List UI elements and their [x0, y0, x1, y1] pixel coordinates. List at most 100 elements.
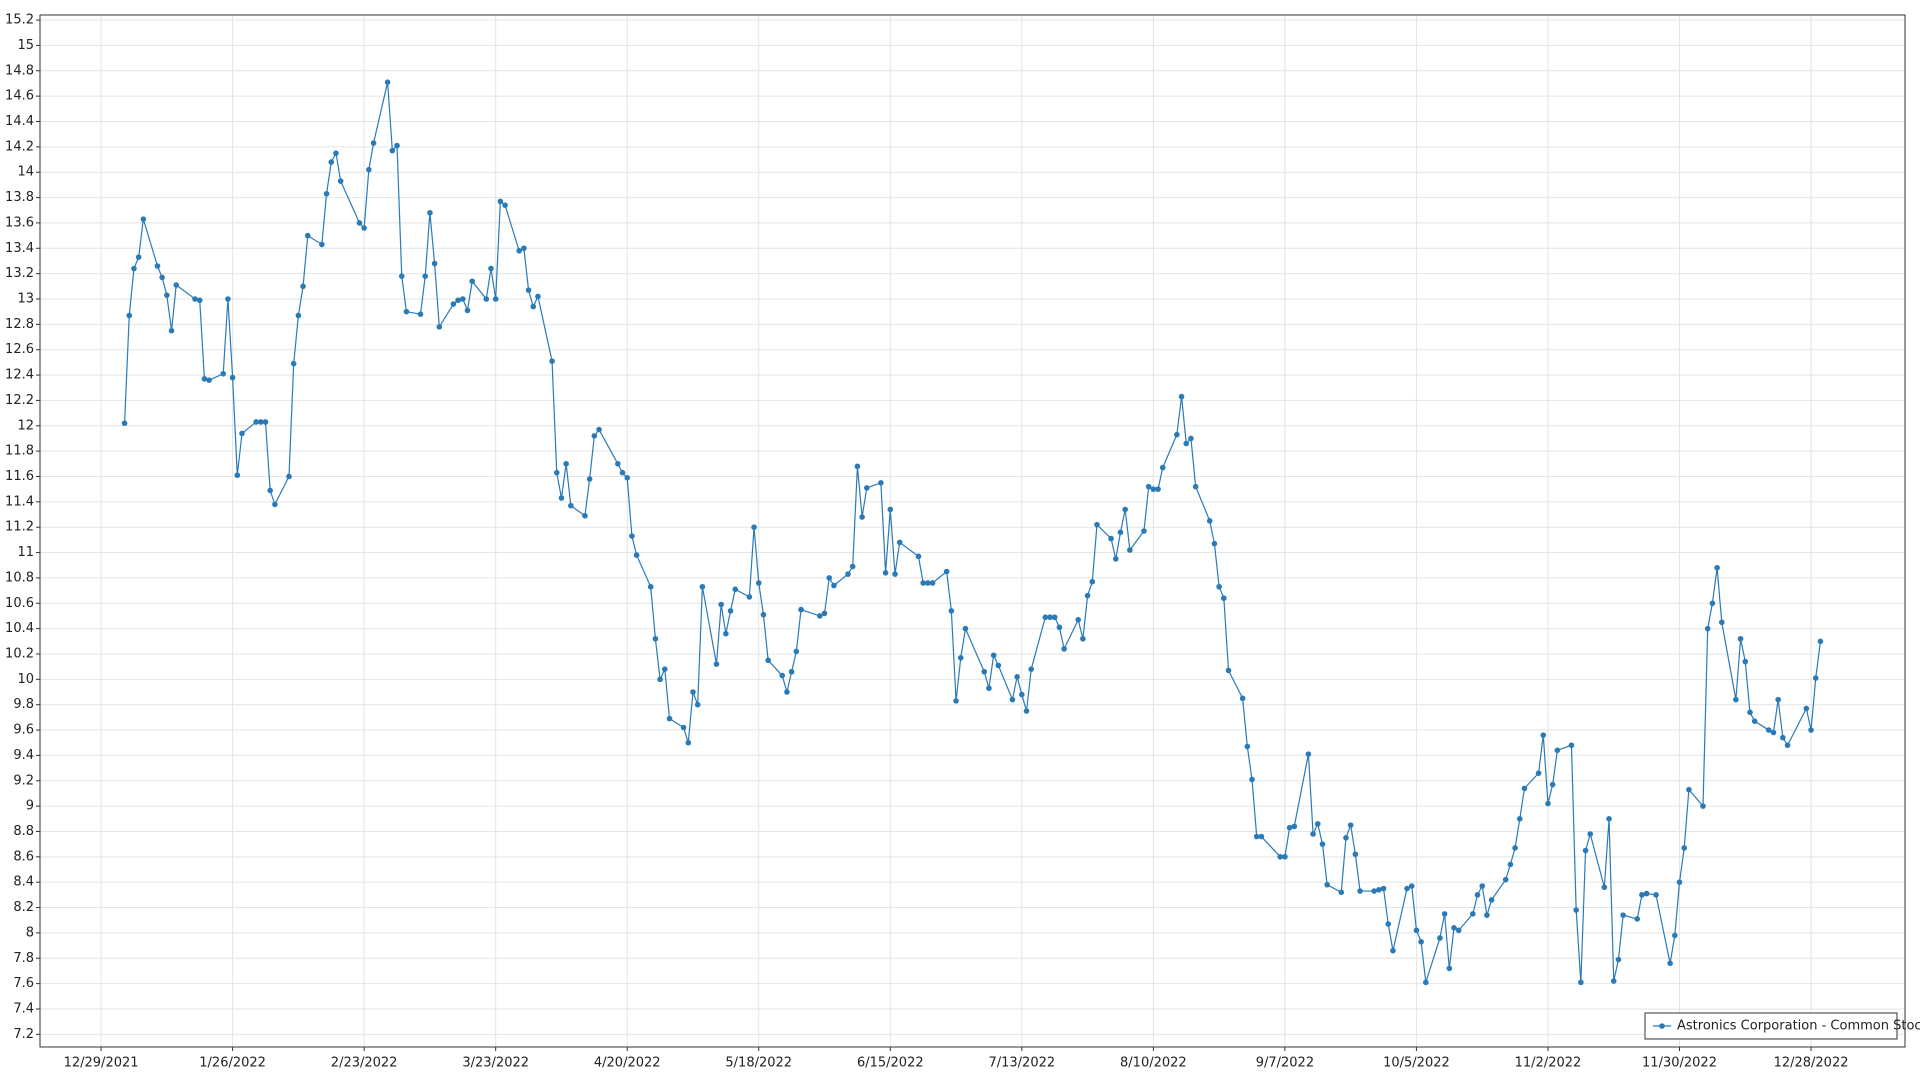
data-point	[1282, 854, 1288, 860]
data-point	[1610, 978, 1617, 984]
data-point	[887, 506, 894, 513]
plot-border	[39, 14, 1906, 1048]
y-tick-label: 11	[17, 545, 34, 560]
data-point	[196, 297, 203, 304]
legend: Astronics Corporation - Common Stock	[1644, 1012, 1920, 1040]
x-tick-label: 9/7/2022	[1256, 1056, 1314, 1071]
data-point	[1108, 535, 1114, 542]
data-point	[1343, 835, 1349, 841]
y-tick-label: 9	[26, 799, 34, 814]
data-point	[1080, 635, 1086, 642]
data-point	[366, 166, 372, 173]
y-tick-label: 14.2	[5, 139, 34, 154]
data-point	[615, 461, 621, 467]
data-point	[1385, 921, 1392, 927]
x-tick-label: 2/23/2022	[331, 1056, 398, 1071]
y-tick-label: 14.8	[5, 63, 34, 78]
y-tick-label: 11.6	[5, 469, 34, 484]
y-tick-label: 9.6	[13, 723, 34, 738]
plot-area	[40, 15, 1905, 1047]
data-point	[892, 571, 898, 577]
data-point	[882, 570, 889, 576]
data-point	[516, 248, 522, 254]
data-point	[995, 662, 1002, 669]
y-tick-label: 14	[17, 165, 34, 180]
x-tick-label: 3/23/2022	[462, 1056, 529, 1071]
data-point	[1620, 912, 1626, 918]
y-tick-label: 12.2	[5, 393, 34, 408]
data-point	[929, 580, 936, 586]
y-tick-label: 15	[17, 38, 34, 53]
y-tick-label: 12.8	[5, 317, 34, 332]
data-point	[1704, 625, 1711, 632]
data-point	[713, 661, 720, 667]
data-point	[1075, 616, 1081, 623]
data-point	[356, 220, 363, 226]
data-point	[690, 689, 696, 695]
data-point	[333, 150, 339, 156]
data-point	[1441, 911, 1448, 917]
data-point	[398, 273, 405, 279]
data-point	[168, 327, 175, 334]
y-tick-label: 7.8	[13, 951, 34, 966]
x-tick-label: 12/29/2021	[64, 1056, 139, 1071]
data-point	[1516, 815, 1523, 822]
data-point	[1423, 979, 1429, 986]
y-tick-label: 9.4	[13, 748, 34, 763]
data-point	[591, 433, 598, 439]
data-point	[1380, 885, 1387, 892]
data-point	[1061, 646, 1067, 652]
data-point	[1174, 431, 1180, 438]
y-tick-label: 10.2	[5, 646, 34, 661]
y-tick-label: 12	[17, 418, 34, 433]
data-point	[525, 287, 532, 293]
data-point	[558, 495, 565, 501]
data-point	[1817, 638, 1824, 645]
data-point	[319, 241, 325, 248]
data-point	[694, 701, 701, 708]
data-point	[1470, 911, 1476, 917]
data-point	[1347, 822, 1354, 828]
data-point	[915, 553, 922, 560]
data-point	[1047, 614, 1053, 621]
data-point	[1667, 960, 1673, 967]
data-point	[854, 463, 861, 470]
data-point	[1578, 979, 1584, 986]
data-point	[384, 79, 391, 85]
data-point	[629, 533, 635, 539]
data-point	[845, 571, 851, 577]
data-point	[582, 512, 588, 519]
data-point	[723, 630, 729, 637]
data-point	[619, 469, 626, 476]
data-point	[1084, 592, 1091, 599]
data-point	[1376, 886, 1382, 893]
data-point	[1770, 729, 1777, 736]
data-point	[1141, 528, 1147, 534]
data-point	[1239, 695, 1246, 702]
data-point	[1188, 435, 1194, 442]
data-point	[657, 676, 663, 683]
y-tick-label: 8.8	[13, 824, 34, 839]
data-point	[1150, 486, 1157, 492]
data-point	[1404, 885, 1410, 892]
data-point	[948, 608, 955, 614]
y-tick-label: 13.4	[5, 241, 34, 256]
data-point	[826, 575, 833, 581]
data-point	[1484, 912, 1490, 918]
y-tick-label: 9.2	[13, 773, 34, 788]
data-point	[1413, 927, 1420, 934]
data-point	[727, 608, 734, 614]
y-tick-label: 13	[17, 291, 34, 306]
data-point	[422, 273, 429, 279]
data-point	[864, 485, 870, 491]
data-point	[206, 377, 212, 383]
data-point	[760, 611, 767, 618]
data-point	[488, 265, 494, 272]
data-point	[1291, 823, 1298, 830]
data-point	[1112, 556, 1119, 562]
y-tick-label: 13.6	[5, 215, 34, 230]
data-point	[1775, 696, 1781, 703]
data-point	[126, 312, 133, 319]
